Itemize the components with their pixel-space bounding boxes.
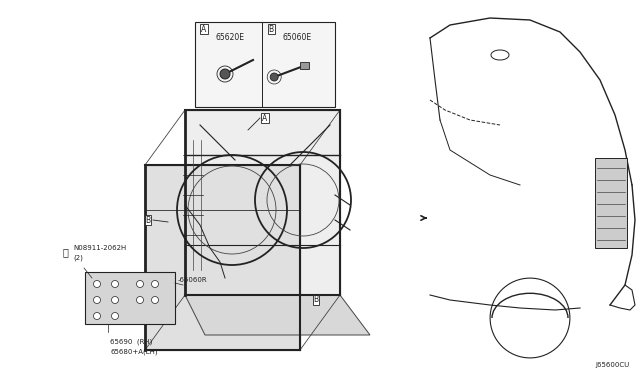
Bar bbox=[300, 62, 309, 69]
Circle shape bbox=[136, 296, 143, 304]
Text: A: A bbox=[262, 113, 268, 122]
Circle shape bbox=[220, 69, 230, 79]
Text: 65680+A(LH): 65680+A(LH) bbox=[110, 349, 157, 355]
Text: N08911-2062H: N08911-2062H bbox=[73, 245, 126, 251]
Text: 65620E: 65620E bbox=[216, 32, 244, 42]
Text: J65600CU: J65600CU bbox=[596, 362, 630, 368]
Circle shape bbox=[270, 73, 278, 81]
Circle shape bbox=[152, 280, 159, 288]
Text: A: A bbox=[202, 25, 207, 33]
Circle shape bbox=[93, 280, 100, 288]
Text: Ⓝ: Ⓝ bbox=[62, 247, 68, 257]
Text: B: B bbox=[269, 25, 274, 33]
Text: B: B bbox=[314, 295, 319, 305]
Text: 65690  (RH): 65690 (RH) bbox=[110, 339, 152, 345]
Bar bbox=[595, 158, 627, 248]
Text: (2): (2) bbox=[73, 255, 83, 261]
Circle shape bbox=[93, 312, 100, 320]
Circle shape bbox=[111, 280, 118, 288]
Circle shape bbox=[93, 296, 100, 304]
Bar bbox=[195, 22, 335, 107]
Circle shape bbox=[152, 296, 159, 304]
Polygon shape bbox=[185, 295, 370, 335]
Circle shape bbox=[111, 296, 118, 304]
Text: 65060E: 65060E bbox=[283, 32, 312, 42]
Polygon shape bbox=[185, 110, 340, 295]
Circle shape bbox=[111, 312, 118, 320]
Polygon shape bbox=[145, 165, 300, 350]
Circle shape bbox=[136, 280, 143, 288]
Bar bbox=[85, 272, 175, 324]
Text: ‐65060R: ‐65060R bbox=[178, 277, 207, 283]
Text: B: B bbox=[145, 215, 150, 224]
